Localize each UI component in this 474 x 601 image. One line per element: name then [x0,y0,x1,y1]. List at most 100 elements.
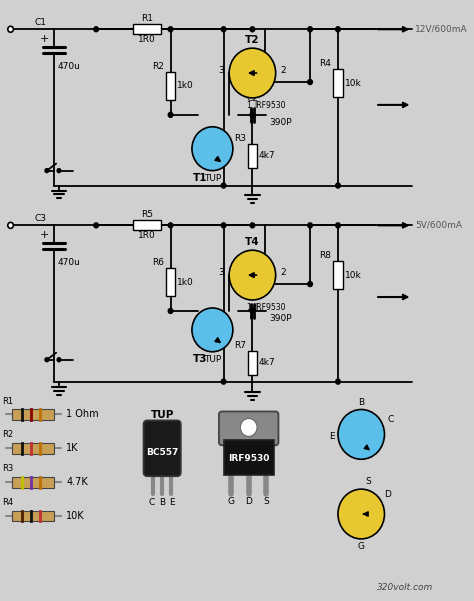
Circle shape [338,409,384,459]
Text: C: C [149,498,155,507]
Text: 390P: 390P [269,118,292,127]
Bar [12,477,55,487]
Bar [166,268,175,296]
Circle shape [250,112,255,117]
Circle shape [57,169,61,172]
Circle shape [229,250,276,300]
Circle shape [229,48,276,98]
Text: 390P: 390P [269,314,292,323]
Text: R2: R2 [2,430,13,439]
Text: 10K: 10K [66,511,85,521]
Text: 3: 3 [219,267,225,276]
Bar [248,351,257,374]
Text: C1: C1 [35,18,47,27]
Circle shape [308,282,312,287]
Circle shape [338,489,384,539]
Text: T4: T4 [245,237,260,247]
Bar [133,24,161,34]
Text: T3: T3 [193,354,208,364]
Text: S: S [264,497,269,506]
Text: T1: T1 [193,172,208,183]
Text: IRF9530: IRF9530 [254,303,286,312]
Text: 4.7K: 4.7K [66,477,88,487]
Circle shape [336,223,340,228]
Circle shape [45,169,49,172]
Text: 5V/600mA: 5V/600mA [415,221,462,230]
Circle shape [192,127,233,171]
Text: R1: R1 [2,397,13,406]
Bar [224,441,274,475]
Text: R7: R7 [234,341,246,350]
Text: R2: R2 [152,62,164,71]
Text: 1K: 1K [66,444,79,453]
Circle shape [250,308,255,314]
Circle shape [45,358,49,362]
Text: 1k0: 1k0 [177,278,194,287]
Circle shape [94,223,99,228]
Text: T2: T2 [245,35,260,45]
Text: R3: R3 [2,464,13,473]
Circle shape [94,27,99,32]
Text: 10k: 10k [345,270,361,279]
Text: 470u: 470u [57,258,80,267]
Bar [12,409,55,420]
Circle shape [240,418,257,436]
Circle shape [336,183,340,188]
Circle shape [221,183,226,188]
Circle shape [221,27,226,32]
Text: TUP: TUP [204,355,221,364]
Text: 1 Ohm: 1 Ohm [66,409,99,419]
Text: C2: C2 [246,94,258,103]
Bar [248,144,257,168]
Text: 1k0: 1k0 [177,82,194,91]
Text: G: G [228,497,235,506]
Circle shape [168,223,173,228]
Text: R5: R5 [141,210,153,219]
Text: S: S [366,477,372,486]
Text: E: E [329,432,335,441]
FancyBboxPatch shape [144,421,181,476]
Text: 470u: 470u [57,62,80,71]
Text: 3: 3 [219,66,225,75]
Circle shape [168,308,173,314]
Text: C4: C4 [246,290,258,299]
Text: 1: 1 [246,303,251,312]
Text: 4k7: 4k7 [259,358,275,367]
Text: B: B [159,498,165,507]
Text: C: C [387,415,393,424]
Text: 1R0: 1R0 [138,35,156,44]
Circle shape [250,223,255,228]
Text: 2: 2 [280,267,286,276]
Circle shape [336,27,340,32]
Circle shape [8,26,13,32]
Text: +: + [40,34,50,44]
Circle shape [250,27,255,32]
Circle shape [308,79,312,85]
Bar [12,443,55,454]
Text: IRF9530: IRF9530 [228,454,269,463]
Bar [333,69,343,97]
Text: 320volt.com: 320volt.com [377,582,433,591]
Circle shape [8,222,13,228]
Text: B: B [358,397,365,406]
Circle shape [168,112,173,117]
Bar [166,72,175,100]
Text: R4: R4 [2,498,13,507]
Circle shape [221,379,226,384]
Text: C3: C3 [35,215,47,224]
Circle shape [221,223,226,228]
Text: 4k7: 4k7 [259,151,275,160]
Circle shape [308,223,312,228]
FancyBboxPatch shape [219,412,278,445]
Text: BC557: BC557 [146,448,178,457]
Bar [333,261,343,289]
Text: TUP: TUP [204,174,221,183]
Text: D: D [384,490,392,499]
Text: 1: 1 [246,101,251,110]
Bar [12,510,55,522]
Text: TUP: TUP [151,410,174,421]
Text: 10k: 10k [345,79,361,88]
Text: R3: R3 [234,134,246,142]
Circle shape [192,308,233,352]
Text: D: D [245,497,252,506]
